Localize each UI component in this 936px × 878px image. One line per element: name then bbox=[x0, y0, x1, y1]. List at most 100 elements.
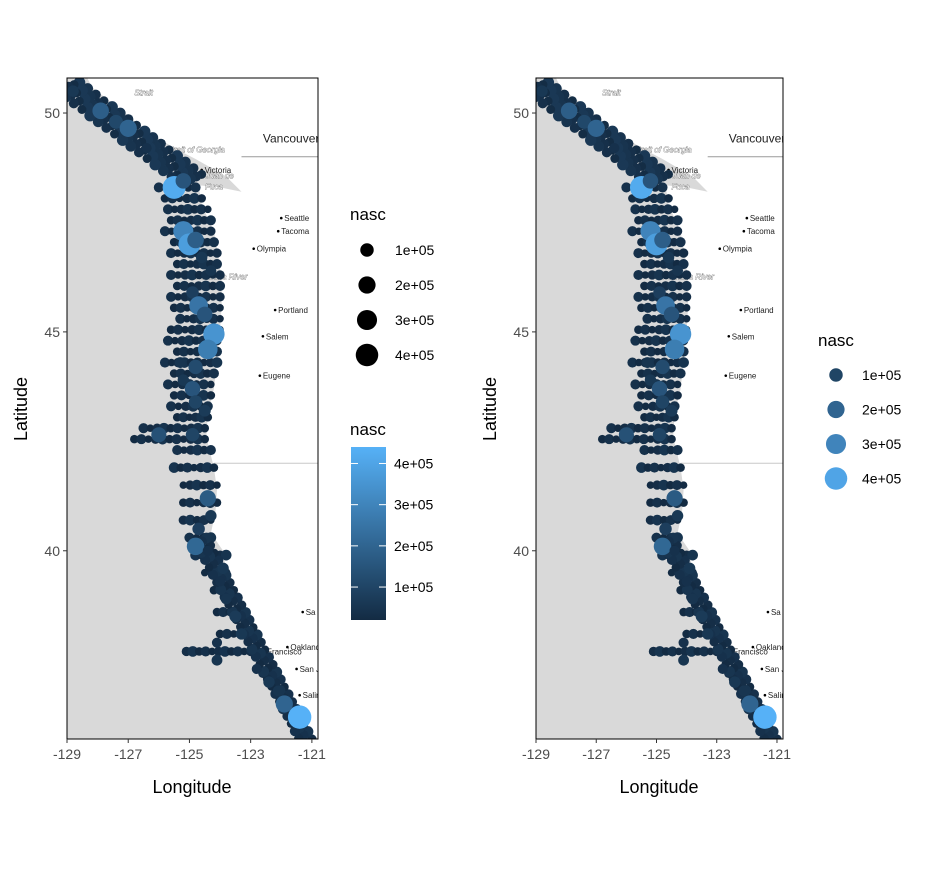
nasc-point bbox=[658, 479, 670, 491]
place-marker: Salin bbox=[763, 691, 783, 700]
nasc-point bbox=[173, 249, 182, 257]
nasc-point bbox=[172, 445, 183, 456]
nasc-point bbox=[207, 569, 218, 580]
nasc-point bbox=[235, 628, 248, 640]
city-dot bbox=[252, 247, 256, 251]
nasc-point bbox=[682, 304, 691, 312]
nasc-point bbox=[687, 593, 699, 605]
city-dot bbox=[763, 693, 767, 697]
nasc-point bbox=[606, 423, 617, 434]
nasc-point bbox=[179, 481, 188, 489]
nasc-point bbox=[183, 335, 195, 346]
nasc-point bbox=[536, 85, 548, 97]
x-tick-label: -125 bbox=[642, 746, 670, 762]
nasc-point bbox=[671, 563, 680, 572]
nasc-point bbox=[180, 424, 189, 432]
nasc-point bbox=[630, 379, 641, 390]
nasc-point bbox=[187, 231, 204, 249]
nasc-point bbox=[199, 445, 209, 455]
nasc-point bbox=[642, 302, 653, 313]
place-marker: Salem bbox=[261, 332, 289, 341]
nasc-point bbox=[637, 391, 646, 400]
nasc-point bbox=[645, 259, 656, 270]
nasc-point bbox=[663, 204, 674, 215]
nasc-point bbox=[180, 446, 188, 454]
nasc-point bbox=[653, 269, 665, 281]
place-label: Seattle bbox=[284, 214, 309, 223]
nasc-point bbox=[653, 286, 666, 299]
nasc-point bbox=[683, 562, 696, 574]
nasc-point bbox=[174, 402, 183, 411]
state-borders bbox=[213, 156, 318, 464]
combined-legend: nasc 1e+05 2e+05 3e+05 4e+05 bbox=[818, 331, 902, 490]
nasc-point bbox=[181, 401, 191, 411]
nasc-point bbox=[190, 182, 201, 193]
combined-legend-key bbox=[829, 368, 843, 382]
place-label: Oakland bbox=[290, 643, 320, 652]
combined-legend-label: 3e+05 bbox=[862, 436, 902, 452]
nasc-point bbox=[192, 214, 203, 226]
y-tick-label: 45 bbox=[513, 324, 529, 340]
nasc-point bbox=[186, 537, 205, 556]
nasc-point bbox=[649, 193, 659, 204]
nasc-point bbox=[144, 435, 153, 443]
water-label: Strait of Georgia bbox=[166, 145, 225, 154]
nasc-point bbox=[578, 129, 588, 139]
nasc-point bbox=[170, 205, 179, 214]
color-legend: nasc 1e+05 2e+05 3e+05 4e+05 bbox=[350, 420, 434, 620]
nasc-point bbox=[642, 313, 653, 324]
size-legend-key bbox=[356, 309, 378, 331]
nasc-point bbox=[166, 325, 176, 334]
nasc-point bbox=[110, 129, 119, 139]
nasc-point bbox=[657, 182, 668, 193]
nasc-point bbox=[188, 359, 203, 375]
nasc-point bbox=[699, 646, 710, 657]
nasc-point bbox=[668, 462, 680, 473]
city-dot bbox=[279, 216, 283, 220]
place-marker: Portland bbox=[739, 306, 774, 315]
nasc-point bbox=[101, 122, 112, 133]
nasc-point bbox=[667, 280, 678, 292]
nasc-point bbox=[521, 85, 532, 96]
y-axis: 50 45 40 bbox=[513, 105, 536, 559]
nasc-point bbox=[638, 380, 647, 389]
nasc-point bbox=[664, 194, 673, 203]
nasc-point bbox=[77, 105, 87, 114]
nasc-point bbox=[653, 260, 662, 268]
nasc-point bbox=[653, 347, 662, 356]
nasc-point bbox=[217, 562, 229, 574]
nasc-point bbox=[178, 412, 189, 423]
nasc-point bbox=[681, 292, 692, 302]
nasc-point bbox=[166, 291, 177, 302]
nasc-point bbox=[651, 381, 668, 397]
nasc-point bbox=[162, 379, 174, 390]
y-tick-label: 50 bbox=[513, 105, 529, 121]
nasc-point bbox=[671, 510, 684, 522]
nasc-point bbox=[203, 323, 225, 345]
nasc-point bbox=[648, 401, 658, 411]
nasc-point bbox=[646, 435, 655, 443]
combined-legend-key bbox=[825, 433, 847, 455]
nasc-point bbox=[632, 434, 642, 444]
nasc-point bbox=[214, 576, 226, 587]
nasc-point bbox=[650, 335, 662, 346]
nasc-point bbox=[206, 226, 216, 236]
nasc-point bbox=[687, 549, 698, 561]
nasc-point bbox=[618, 427, 634, 443]
place-label: Salin bbox=[303, 691, 321, 700]
place-marker: San Jo bbox=[760, 665, 783, 674]
nasc-point bbox=[676, 463, 685, 472]
nasc-point bbox=[240, 647, 248, 656]
place-label: Seattle bbox=[750, 214, 775, 223]
nasc-point bbox=[678, 357, 689, 368]
nasc-point bbox=[215, 280, 226, 291]
nasc-point bbox=[153, 182, 164, 193]
nasc-point bbox=[633, 291, 644, 302]
nasc-point bbox=[171, 380, 179, 389]
city-dot bbox=[760, 667, 764, 671]
nasc-point bbox=[263, 676, 275, 688]
nasc-point bbox=[287, 705, 312, 729]
nasc-point bbox=[633, 269, 644, 281]
nasc-point bbox=[184, 514, 196, 526]
